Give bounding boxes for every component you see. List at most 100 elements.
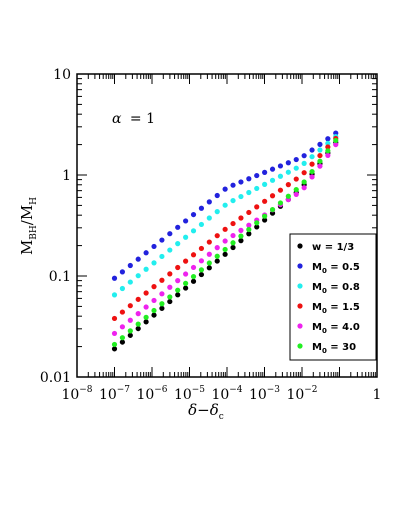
x-tick-label-base: 10 [99, 387, 117, 403]
series-points [111, 137, 339, 348]
data-point [143, 314, 149, 320]
data-point [135, 273, 141, 279]
data-point [269, 193, 276, 199]
data-point [119, 339, 126, 345]
data-point [159, 237, 165, 243]
data-point [127, 317, 133, 323]
data-point [135, 296, 141, 302]
x-tick-label-base: 10 [136, 387, 154, 403]
x-tick-label-exponent: −7 [117, 385, 131, 395]
data-point [285, 160, 291, 166]
data-point [190, 278, 197, 284]
data-point [293, 176, 299, 182]
data-point [230, 182, 236, 188]
data-point [206, 215, 212, 221]
data-point [206, 260, 212, 266]
data-point [167, 298, 173, 305]
data-point [214, 253, 220, 259]
series-points [111, 135, 339, 322]
major-ticks [77, 74, 377, 377]
data-point [143, 304, 149, 310]
data-point [135, 311, 141, 317]
x-tick-label-base: 1 [373, 387, 382, 403]
data-point [119, 335, 126, 341]
data-point [214, 233, 220, 239]
x-tick-label-base: 10 [249, 387, 267, 403]
data-point [119, 324, 126, 330]
x-tick-label: 10−5 [174, 385, 205, 403]
series-points [111, 130, 339, 281]
legend-marker [297, 243, 303, 249]
data-point [167, 284, 173, 290]
legend-label-value: = 0.5 [327, 262, 360, 273]
data-point [246, 189, 252, 196]
x-tick-label-base: 10 [174, 387, 192, 403]
legend-marker [297, 323, 303, 329]
x-tick-label-base: 10 [211, 387, 229, 403]
data-point [325, 148, 331, 154]
data-point [262, 198, 268, 204]
data-point [190, 273, 197, 280]
legend-label-sub: 0 [322, 307, 327, 315]
data-point [111, 346, 118, 352]
data-point [238, 215, 244, 221]
data-point [325, 144, 331, 150]
data-point [269, 177, 276, 183]
data-point [309, 161, 315, 167]
x-axis-title-sub: c [219, 412, 224, 422]
data-point [254, 224, 260, 230]
data-point [214, 209, 220, 215]
legend-label-main: M [312, 262, 322, 273]
x-tick-label: 10−6 [136, 385, 167, 403]
data-point [175, 278, 181, 284]
legend-box [289, 233, 377, 361]
data-point [119, 285, 126, 292]
y-axis-title-mid: /M [18, 205, 36, 225]
data-point [246, 176, 252, 182]
data-point [293, 156, 299, 163]
x-tick-label-exponent: −3 [267, 385, 281, 395]
legend-marker [297, 263, 303, 269]
data-point [190, 228, 197, 234]
data-point [190, 211, 197, 218]
x-tick-label: 10−4 [211, 385, 242, 403]
data-point [111, 330, 118, 337]
legend-label-main: M [312, 282, 322, 293]
data-point [143, 290, 149, 296]
data-point [183, 285, 189, 291]
x-tick-labels: 10−8 10−7 10−6 10−5 10−4 10−3 10−2 1 [61, 385, 381, 403]
legend-label-sub: 0 [322, 347, 327, 355]
data-point [175, 241, 181, 247]
data-point [301, 185, 307, 191]
data-point [198, 271, 205, 278]
data-point [317, 152, 323, 159]
data-point [127, 303, 133, 309]
data-point [151, 260, 157, 266]
data-point [135, 321, 141, 327]
y-axis-title-main: M [18, 240, 36, 255]
data-point [159, 301, 165, 307]
legend-label-main: w = 1/3 [312, 242, 354, 253]
data-point [222, 238, 228, 244]
data-point [206, 251, 212, 257]
data-point [183, 271, 189, 277]
data-point [262, 217, 268, 223]
data-point [198, 267, 205, 273]
data-point [269, 166, 276, 172]
data-point [183, 280, 189, 286]
data-point [254, 172, 260, 179]
legend-label-value: = 1.5 [327, 302, 360, 313]
data-point [190, 252, 197, 258]
data-point [262, 169, 268, 175]
data-point [159, 291, 165, 297]
legend-label-main: M [312, 302, 322, 313]
y-tick-label: 0.1 [49, 269, 71, 285]
data-point [309, 147, 315, 153]
x-tick-label-exponent: −5 [192, 385, 206, 395]
alpha-annotation: α = 1 [112, 111, 155, 127]
data-point [127, 279, 133, 285]
data-point [285, 169, 291, 175]
legend-label-main: M [312, 322, 322, 333]
legend-label: M0 = 4.0 [312, 322, 360, 335]
data-point [198, 221, 205, 228]
